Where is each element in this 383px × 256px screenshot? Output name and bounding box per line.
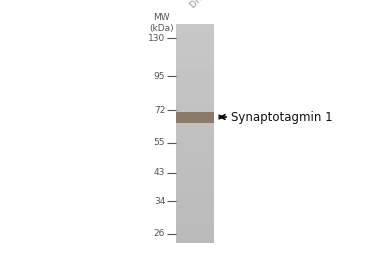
Text: 26: 26 xyxy=(154,229,165,238)
Text: 95: 95 xyxy=(154,72,165,81)
Text: 55: 55 xyxy=(154,138,165,147)
Text: 43: 43 xyxy=(154,168,165,177)
Text: 34: 34 xyxy=(154,197,165,206)
Text: Drosophila brain: Drosophila brain xyxy=(189,0,248,10)
Text: 72: 72 xyxy=(154,105,165,115)
Text: 130: 130 xyxy=(148,34,165,43)
Text: MW
(kDa): MW (kDa) xyxy=(149,13,174,33)
Bar xyxy=(177,112,214,123)
Text: Synaptotagmin 1: Synaptotagmin 1 xyxy=(231,111,332,124)
